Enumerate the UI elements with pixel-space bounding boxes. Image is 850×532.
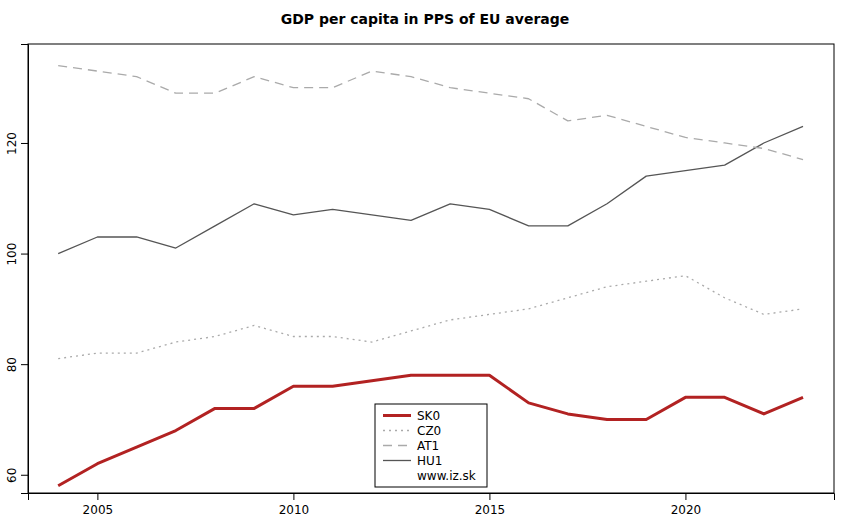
chart: GDP per capita in PPS of EU average20052… <box>0 0 850 532</box>
x-axis: 2005 2010 2015 2020 <box>29 493 835 517</box>
x-tick: 2010 <box>279 493 310 517</box>
legend-label: AT1 <box>417 439 439 453</box>
plot-frame <box>28 44 834 493</box>
series-line <box>58 66 803 160</box>
x-tick-mark <box>489 493 490 500</box>
legend-swatch <box>383 414 411 417</box>
source-label: www.iz.sk <box>417 469 476 483</box>
x-tick-mark <box>293 493 294 500</box>
x-tick-label: 2010 <box>279 503 310 517</box>
x-tick: 2005 <box>83 493 114 517</box>
y-tick: 80 <box>5 357 28 372</box>
series-line <box>58 276 803 359</box>
legend-label: HU1 <box>417 454 442 468</box>
y-tick-mark <box>21 254 28 255</box>
series-line <box>58 375 803 486</box>
y-tick: 100 <box>5 243 28 266</box>
y-tick-mark <box>21 143 28 144</box>
legend-swatch <box>383 430 411 431</box>
legend-label: SK0 <box>417 409 440 423</box>
y-tick-mark <box>21 364 28 365</box>
x-tick-label: 2015 <box>475 503 506 517</box>
y-tick: 120 <box>5 132 28 155</box>
x-axis-line <box>29 494 835 501</box>
legend-swatch <box>383 445 411 446</box>
y-tick: 60 <box>5 468 28 483</box>
y-tick-mark <box>21 475 28 476</box>
y-axis: 60 80 100 120 <box>5 45 29 494</box>
y-axis-line <box>21 45 29 494</box>
y-tick-label: 80 <box>5 357 19 372</box>
x-tick-mark <box>685 493 686 500</box>
legend: SK0CZ0AT1HU1www.iz.sk <box>375 404 487 487</box>
title: GDP per capita in PPS of EU average <box>281 11 570 27</box>
legend-label: CZ0 <box>417 424 441 438</box>
x-tick-mark <box>97 493 98 500</box>
legend-swatch <box>383 460 411 461</box>
series-line <box>58 126 803 253</box>
x-tick: 2015 <box>475 493 506 517</box>
plot-area <box>58 66 803 486</box>
x-tick-label: 2020 <box>671 503 702 517</box>
x-tick: 2020 <box>671 493 702 517</box>
y-tick-label: 60 <box>5 468 19 483</box>
legend-box <box>375 404 487 487</box>
y-tick-label: 120 <box>5 132 19 155</box>
y-tick-label: 100 <box>5 243 19 266</box>
x-tick-label: 2005 <box>83 503 114 517</box>
